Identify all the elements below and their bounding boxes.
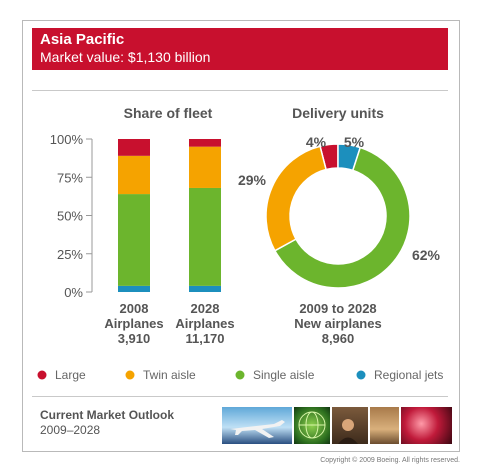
globe-icon bbox=[298, 411, 326, 439]
region-banner: Asia Pacific Market value: $1,130 billio… bbox=[32, 28, 448, 70]
bar-segment-regional-jets bbox=[189, 285, 221, 292]
legend-label: Large bbox=[55, 368, 86, 382]
bar-category-label: Airplanes bbox=[104, 316, 163, 331]
delivery-units-chart: Delivery units 4% 5% 62% 29% 2009 to 2028New … bbox=[238, 105, 441, 346]
bar-segment-large bbox=[189, 139, 221, 147]
bar-category-label: 11,170 bbox=[185, 331, 224, 346]
bar-segment-twin-aisle bbox=[118, 155, 150, 195]
delivery-units-title: Delivery units bbox=[292, 105, 384, 121]
copyright-notice: Copyright © 2009 Boeing. All rights rese… bbox=[320, 457, 460, 464]
y-tick-label: 25% bbox=[57, 247, 83, 262]
legend-label: Regional jets bbox=[374, 368, 443, 382]
legend-swatch bbox=[125, 370, 135, 380]
footer-title: Current Market Outlook bbox=[40, 408, 175, 422]
airplane-icon bbox=[230, 420, 285, 438]
bar-segment-twin-aisle bbox=[189, 146, 221, 188]
footer-years: 2009–2028 bbox=[40, 423, 101, 437]
legend-label: Twin aisle bbox=[143, 368, 196, 382]
donut-slice-label: 29% bbox=[238, 172, 267, 188]
bar-category-label: 2008 bbox=[120, 301, 149, 316]
charts-canvas: Share of fleet100%75%50%25%0%2008Airplan… bbox=[37, 105, 443, 382]
share-of-fleet-chart: Share of fleet100%75%50%25%0%2008Airplan… bbox=[50, 105, 235, 346]
y-tick-label: 0% bbox=[64, 285, 83, 300]
chart-legend: Large Twin aisle Single aisle Regional jets bbox=[37, 368, 443, 382]
legend-swatch bbox=[356, 370, 366, 380]
bar-category-label: 2028 bbox=[191, 301, 220, 316]
legend-swatch bbox=[235, 370, 245, 380]
region-title: Asia Pacific bbox=[40, 31, 125, 48]
bar-category-label: Airplanes bbox=[175, 316, 234, 331]
donut-slice-label: 62% bbox=[412, 247, 441, 263]
bar-segment-large bbox=[118, 139, 150, 156]
legend-swatch bbox=[37, 370, 47, 380]
legend-label: Single aisle bbox=[253, 368, 315, 382]
donut-caption: 8,960 bbox=[322, 331, 355, 346]
donut-slice-single-aisle bbox=[273, 146, 411, 289]
person-icon bbox=[338, 419, 358, 444]
donut-caption: 2009 to 2028 bbox=[299, 301, 376, 316]
photo-strip bbox=[222, 407, 452, 444]
bar-segment-single-aisle bbox=[118, 194, 150, 286]
bottom-divider bbox=[32, 396, 448, 397]
donut-slice-label: 4% bbox=[306, 134, 327, 150]
donut-slice-label: 5% bbox=[344, 134, 365, 150]
globe-photo bbox=[294, 407, 330, 444]
bar-segment-regional-jets bbox=[118, 285, 150, 292]
bar-segment-single-aisle bbox=[189, 187, 221, 286]
bar-category-label: 3,910 bbox=[118, 331, 151, 346]
y-tick-label: 75% bbox=[57, 170, 83, 185]
y-tick-label: 50% bbox=[57, 209, 83, 224]
donut-slice-twin-aisle bbox=[265, 145, 327, 252]
airplane-photo bbox=[222, 407, 292, 444]
share-of-fleet-title: Share of fleet bbox=[124, 105, 213, 121]
market-value: Market value: $1,130 billion bbox=[40, 49, 211, 65]
passenger-photo bbox=[370, 407, 400, 444]
donut-caption: New airplanes bbox=[294, 316, 381, 331]
top-divider bbox=[32, 90, 448, 91]
people-photo bbox=[332, 407, 368, 444]
y-tick-label: 100% bbox=[50, 132, 84, 147]
cabin-photo bbox=[401, 407, 452, 444]
